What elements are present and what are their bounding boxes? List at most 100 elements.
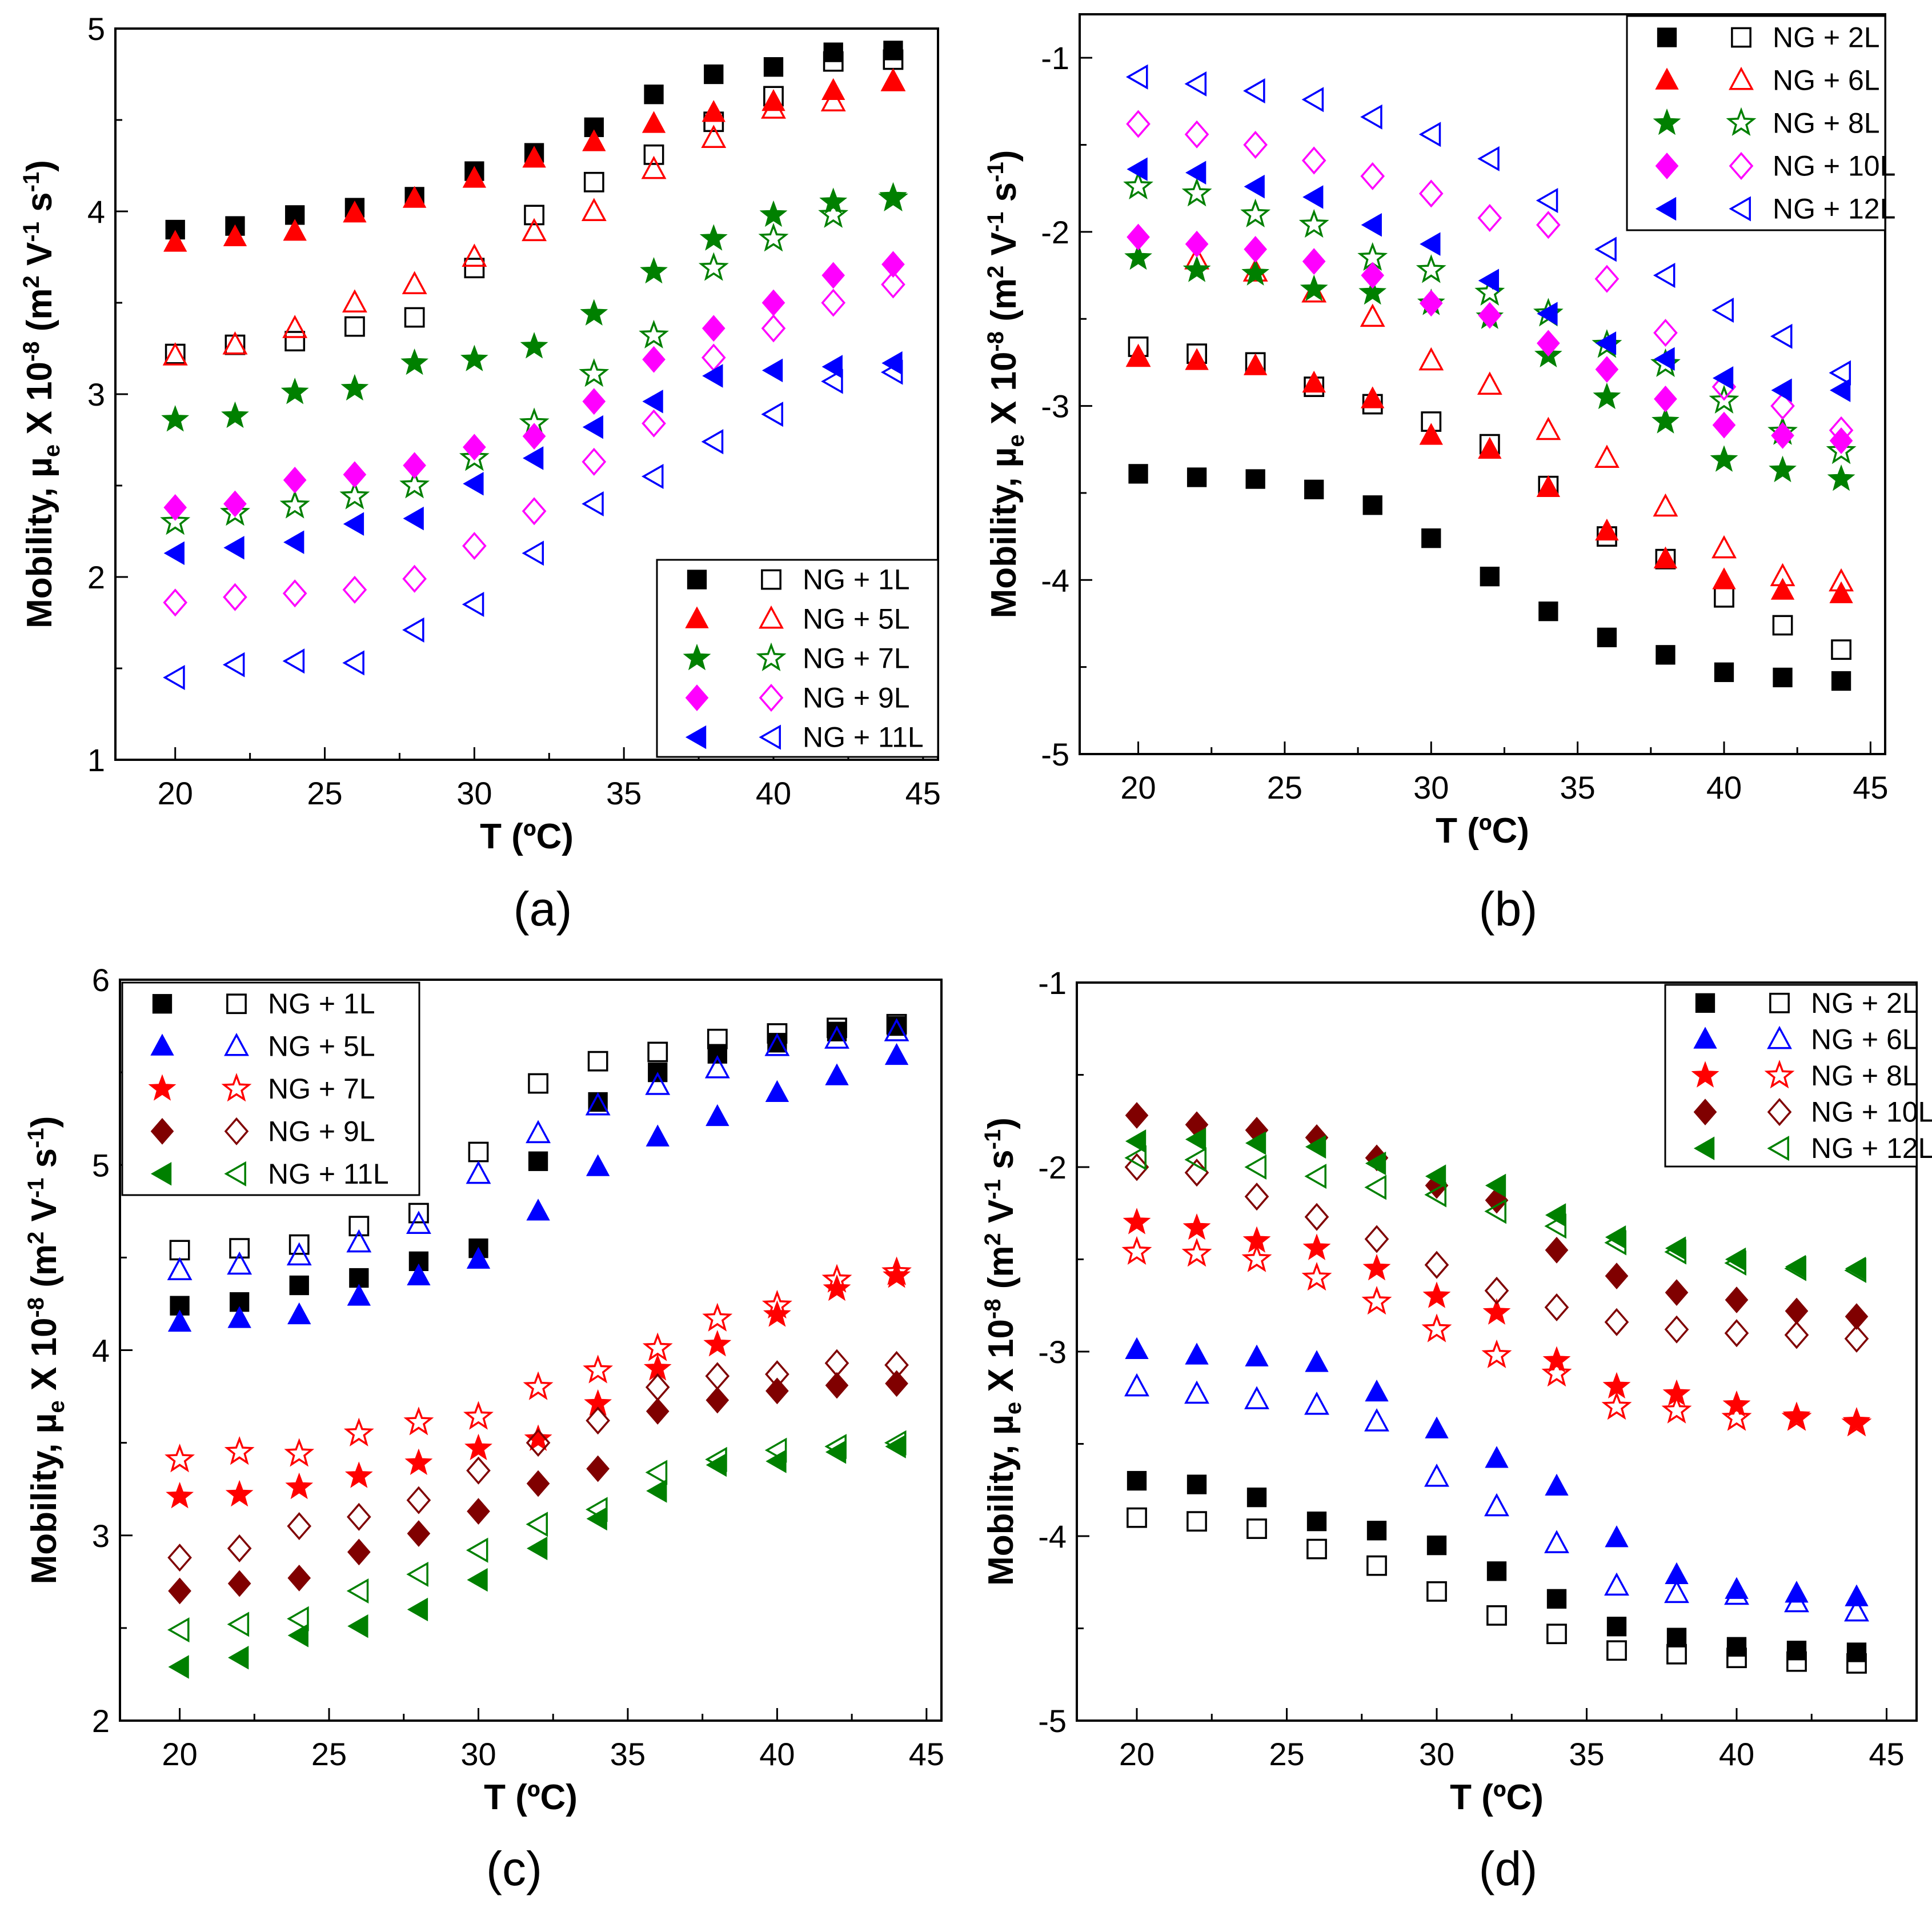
data-point-filled — [884, 1043, 909, 1065]
data-point-filled — [1595, 356, 1619, 383]
data-point-open — [1536, 211, 1561, 239]
data-point-filled — [1725, 1286, 1749, 1313]
legend-label: NG + 2L — [1773, 22, 1880, 54]
legend-marker-open — [1729, 66, 1754, 90]
data-point-open — [1361, 1285, 1392, 1315]
legend-marker-filled — [1693, 1027, 1717, 1049]
data-point-open — [1784, 1321, 1809, 1349]
data-point-filled — [1605, 1525, 1629, 1548]
data-point-open — [1124, 1373, 1149, 1397]
data-point-filled — [821, 355, 843, 379]
data-point-filled — [1125, 1337, 1149, 1359]
data-point-open — [348, 1216, 370, 1237]
data-point-filled — [524, 1424, 552, 1451]
data-point-filled — [1485, 1173, 1506, 1198]
data-point-filled — [702, 315, 725, 342]
data-point-filled — [1845, 1256, 1866, 1281]
data-point-filled — [1712, 567, 1736, 590]
data-point-filled — [761, 358, 783, 383]
legend-marker-open — [756, 642, 787, 671]
data-point-open — [579, 358, 610, 387]
data-point-filled — [1595, 331, 1617, 355]
data-point-open — [167, 1617, 190, 1643]
legend-label: NG + 11L — [803, 722, 924, 753]
y-tick-label: -4 — [1038, 1518, 1067, 1554]
x-tick-label: 25 — [1267, 769, 1302, 805]
data-point-filled — [161, 405, 190, 432]
data-point-filled — [287, 1624, 308, 1648]
data-point-open — [462, 591, 484, 618]
data-point-open — [222, 652, 245, 678]
data-point-filled — [580, 299, 608, 326]
data-point-open — [824, 1349, 849, 1377]
data-point-filled — [704, 64, 724, 85]
data-point-filled — [1425, 1164, 1446, 1188]
data-point-open — [1298, 209, 1329, 238]
data-point-filled — [702, 364, 723, 388]
data-point-open — [702, 1302, 733, 1332]
data-point-filled — [1123, 1208, 1151, 1234]
data-point-open — [466, 1160, 491, 1184]
y-tick-label: 2 — [87, 559, 105, 595]
x-tick-label: 25 — [1269, 1736, 1304, 1772]
data-point-open — [526, 1429, 551, 1457]
data-point-open — [466, 1537, 488, 1563]
series-ng+7l — [165, 1256, 912, 1509]
data-point-filled — [1421, 528, 1441, 548]
legend-label: NG + 8L — [1773, 107, 1880, 139]
data-point-open — [522, 218, 547, 242]
data-point-open — [1301, 87, 1324, 113]
data-point-filled — [400, 348, 429, 375]
data-point-open — [402, 271, 427, 294]
data-point-filled — [1771, 422, 1794, 449]
data-point-filled — [1830, 378, 1851, 402]
legend-label: NG + 12L — [1773, 193, 1895, 225]
legend-marker-filled — [150, 1162, 172, 1186]
data-point-open — [1424, 1182, 1446, 1208]
data-point-filled — [1545, 1236, 1569, 1264]
data-point-filled — [467, 1498, 490, 1525]
data-point-open — [1424, 1464, 1449, 1487]
data-point-filled — [765, 1449, 787, 1473]
data-point-open — [404, 307, 425, 328]
data-point-filled — [1244, 235, 1267, 263]
y-tick-label: 5 — [87, 11, 105, 47]
data-point-open — [1477, 371, 1502, 395]
data-point-open — [1123, 170, 1153, 200]
data-point-filled — [586, 1154, 610, 1176]
data-point-filled — [462, 166, 487, 188]
data-point-filled — [1243, 353, 1268, 375]
data-point-filled — [1362, 495, 1382, 515]
data-point-filled — [885, 1370, 908, 1397]
data-point-filled — [1710, 445, 1738, 472]
data-point-filled — [881, 251, 905, 278]
data-point-filled — [1305, 1350, 1329, 1372]
data-point-filled — [1829, 581, 1853, 603]
data-point-filled — [285, 1472, 314, 1500]
data-point-filled — [1127, 223, 1150, 251]
panel-caption: (b) — [1479, 882, 1538, 936]
data-point-open — [1184, 1159, 1209, 1187]
data-point-filled — [344, 1461, 373, 1488]
data-point-open — [1536, 416, 1561, 440]
y-tick-label: 4 — [87, 194, 105, 230]
legend-label: NG + 5L — [803, 603, 910, 635]
data-point-filled — [223, 536, 244, 560]
data-point-filled — [1183, 1213, 1211, 1240]
data-point-open — [1364, 1408, 1389, 1432]
series-ng+10l — [1126, 110, 1854, 454]
data-point-filled — [1542, 1346, 1571, 1373]
x-tick-label: 35 — [610, 1736, 646, 1772]
data-point-open — [1721, 1402, 1752, 1431]
data-point-filled — [280, 378, 309, 404]
data-point-filled — [1419, 290, 1443, 317]
data-point-filled — [1545, 1203, 1566, 1227]
data-point-filled — [1829, 427, 1853, 454]
data-point-filled — [1245, 1344, 1269, 1366]
legend-label: NG + 6L — [1811, 1023, 1918, 1055]
data-point-filled — [1306, 1512, 1327, 1532]
data-point-filled — [1602, 1372, 1631, 1399]
legend-label: NG + 9L — [268, 1115, 375, 1147]
data-point-open — [1826, 435, 1857, 464]
data-point-open — [583, 171, 604, 193]
